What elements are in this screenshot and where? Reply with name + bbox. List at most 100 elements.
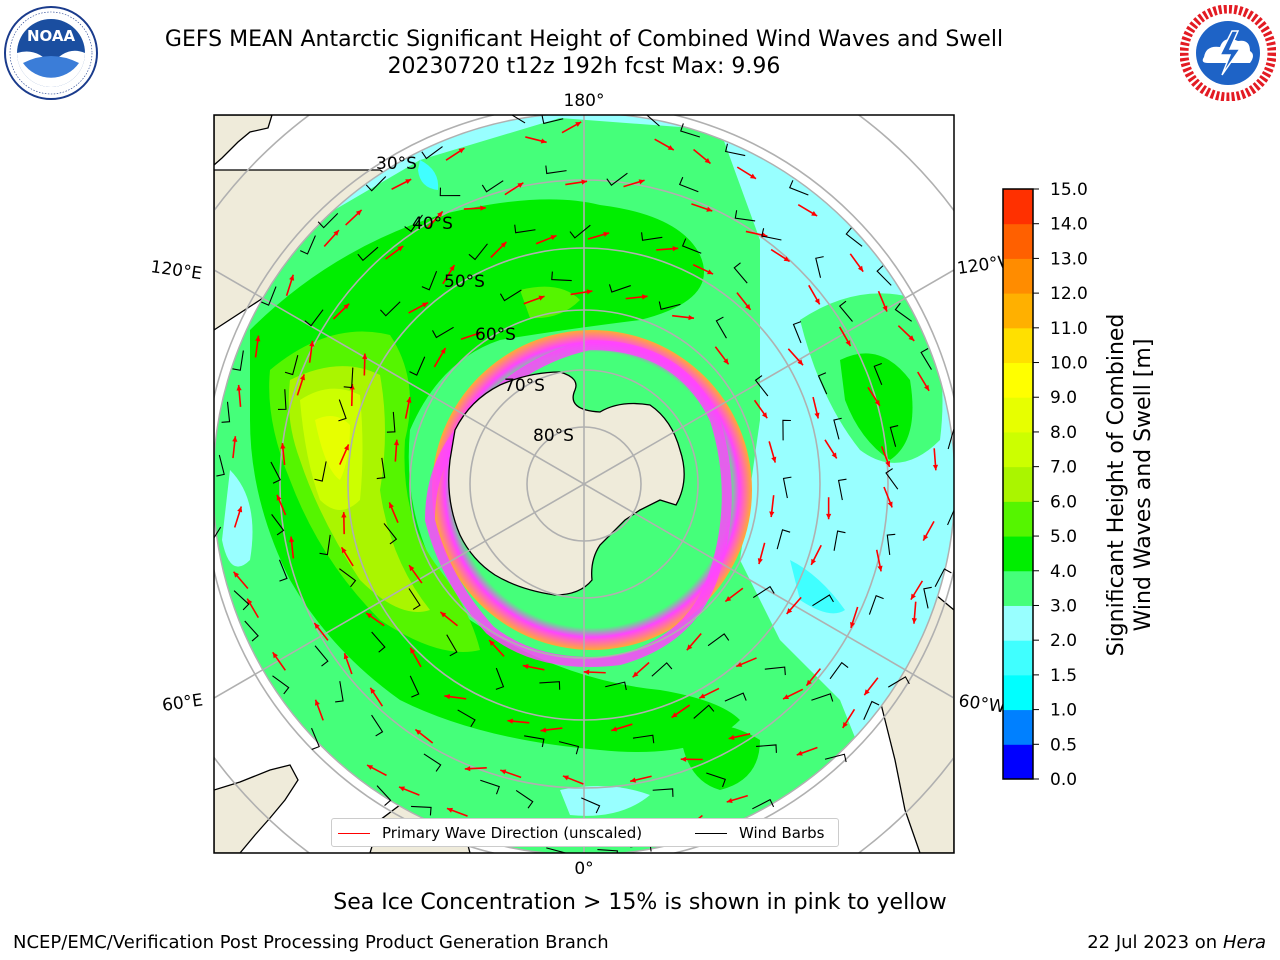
lat-label-80s: 80°S: [533, 426, 574, 446]
wind-barb: [380, 301, 401, 317]
wind-barb: [833, 417, 842, 440]
wave-arrow-head: [632, 671, 639, 678]
wind-barb: [920, 348, 932, 370]
wind-barb: [658, 301, 681, 310]
wave-arrow-head: [370, 687, 376, 694]
wave-arrow-head: [671, 712, 678, 718]
colorbar-segment: [1003, 362, 1033, 398]
wave-arrow-head: [272, 652, 278, 659]
africa-land: [214, 764, 299, 853]
footer-credit: NCEP/EMC/Verification Post Processing Pr…: [13, 932, 609, 953]
colorbar-title-line2: Wind Waves and Swell [m]: [1131, 339, 1156, 632]
wave-arrow-head: [611, 726, 618, 732]
wave-arrow-head: [517, 182, 524, 188]
wave-arrow-head: [882, 305, 888, 312]
colorbar-segment: [1003, 466, 1033, 502]
wind-barb: [221, 401, 231, 423]
graticule: [214, 115, 954, 853]
wind-barb: [446, 634, 458, 657]
wind-barb: [812, 594, 834, 607]
wind-barb: [838, 300, 853, 322]
wave-arrow-head: [726, 797, 733, 803]
colorbar-tick-label: 7.0: [1050, 458, 1077, 478]
wind-barb: [272, 675, 290, 695]
wind-barb: [386, 411, 396, 433]
wave-arrow-head: [540, 727, 547, 733]
wave-arrow-head: [806, 679, 812, 686]
lat-label-40s: 40°S: [412, 214, 453, 234]
wind-barb: [371, 714, 384, 737]
wind-barb: [499, 289, 522, 302]
wind-barb: [421, 146, 443, 160]
wave-arrow-head: [638, 179, 645, 185]
wave-arrow-head: [667, 145, 674, 151]
wave-arrow-head: [783, 256, 790, 262]
colorbar-tick-label: 12.0: [1050, 284, 1088, 304]
wind-barb: [546, 847, 567, 853]
wave-arrow-head: [500, 241, 507, 248]
wave-arrow-head: [630, 777, 637, 783]
colorbar-segment: [1003, 674, 1033, 711]
legend-wave-label: Primary Wave Direction (unscaled): [382, 824, 643, 842]
wind-barb: [343, 367, 354, 389]
wind-barb: [886, 533, 896, 555]
wave-arrow-head: [343, 653, 349, 660]
wind-barb: [581, 797, 601, 814]
wave-arrow-head: [480, 205, 486, 211]
wind-barb: [824, 753, 847, 763]
wind-barb: [551, 271, 572, 282]
wind-barb: [371, 631, 386, 653]
wind-barb: [216, 454, 225, 477]
wind-barb: [693, 704, 715, 719]
wind-barb: [811, 693, 834, 702]
wave-arrow-head: [389, 502, 394, 509]
wave-arrow-head: [232, 436, 238, 442]
wind-barb: [833, 530, 846, 551]
wind-barb: [885, 468, 899, 490]
wave-arrow-head: [699, 693, 706, 699]
wave-arrow-head: [831, 452, 837, 459]
wind-barb: [706, 772, 726, 788]
lon-label-120e: 120°E: [149, 257, 203, 284]
wave-arrow-head: [688, 314, 695, 321]
colorbar-segment: [1003, 570, 1033, 606]
wave-arrow-head: [362, 353, 368, 360]
sea-ice-note: Sea Ice Concentration > 15% is shown in …: [333, 890, 947, 915]
colorbar-segment: [1003, 189, 1033, 225]
wind-barb: [421, 271, 438, 291]
wave-arrow-head: [887, 501, 893, 508]
lon-label-0: 0°: [574, 859, 593, 879]
wind-barb: [876, 265, 892, 286]
lat-label-30s: 30°S: [376, 154, 417, 174]
wind-barb: [947, 508, 954, 526]
noaa-logo: NOAA: [4, 6, 98, 100]
wind-barb: [837, 478, 847, 501]
footer-date: 22 Jul 2023 on Hera: [1087, 932, 1266, 953]
wind-barb: [894, 302, 912, 322]
colorbar-segment: [1003, 431, 1033, 468]
wave-arrow-head: [538, 295, 545, 301]
svg-text:NOAA: NOAA: [27, 27, 76, 45]
wave-arrow-head: [333, 230, 339, 236]
wind-barb: [408, 588, 421, 610]
wave-arrow-head: [397, 245, 404, 252]
wind-barb: [889, 425, 899, 447]
colorbar-segment: [1003, 223, 1033, 259]
wave-arrow-head: [236, 384, 242, 391]
wind-barb: [304, 309, 324, 327]
wind-barb: [887, 676, 910, 688]
colorbar-tick-label: 1.0: [1050, 701, 1077, 721]
wave-arrow-head: [314, 699, 320, 706]
wave-arrow-head: [850, 621, 856, 628]
wind-barb: [515, 789, 534, 809]
wind-barb: [244, 620, 259, 642]
colorbar-tick-label: 11.0: [1050, 319, 1088, 339]
wave-arrow-head: [540, 138, 547, 144]
map-frame: [213, 114, 955, 854]
colorbar-tick-label: 5.0: [1050, 527, 1077, 547]
wave-arrow-head: [583, 669, 590, 675]
legend-wind-label: Wind Barbs: [739, 824, 825, 842]
wave-arrow-head: [761, 412, 768, 419]
wave-arrow-head: [247, 598, 253, 605]
wind-barb: [569, 224, 591, 239]
